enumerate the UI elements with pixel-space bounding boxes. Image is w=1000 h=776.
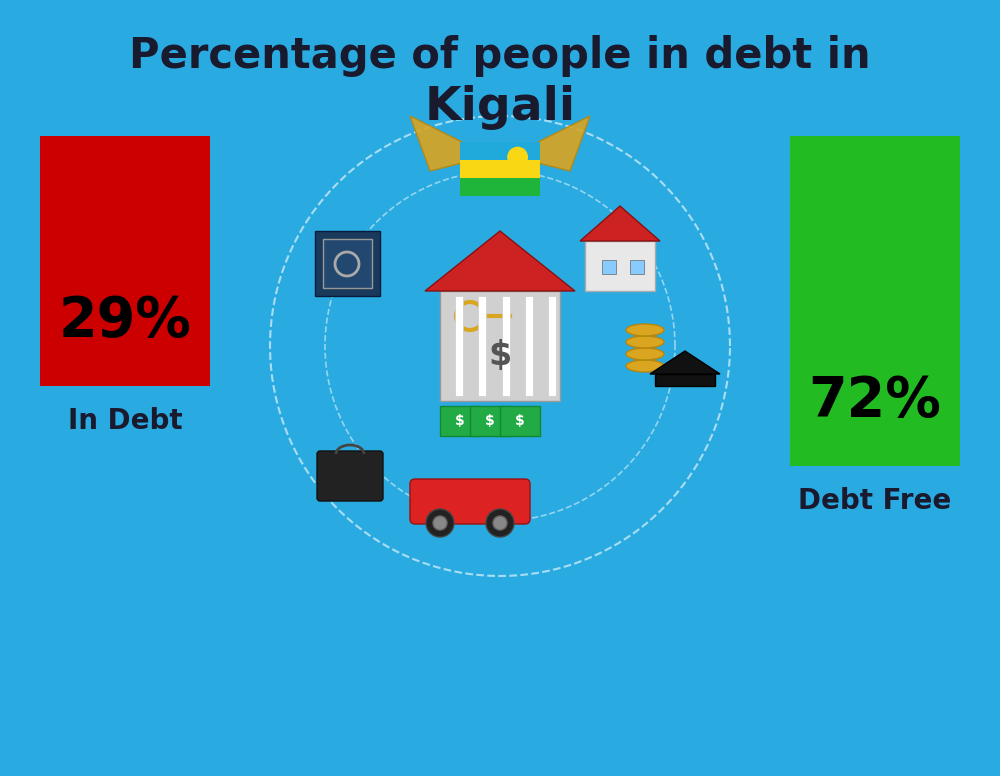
Ellipse shape — [626, 336, 664, 348]
Bar — [548, 296, 556, 396]
Circle shape — [433, 516, 447, 530]
Circle shape — [486, 509, 514, 537]
Bar — [323, 239, 372, 288]
Polygon shape — [425, 231, 575, 291]
Bar — [315, 231, 380, 296]
Ellipse shape — [626, 324, 664, 336]
Polygon shape — [580, 206, 660, 241]
Bar — [470, 406, 510, 436]
Circle shape — [426, 509, 454, 537]
Bar — [630, 260, 644, 274]
Text: 72%: 72% — [809, 374, 941, 428]
Bar — [502, 296, 510, 396]
FancyBboxPatch shape — [410, 479, 530, 524]
Bar — [790, 136, 960, 466]
Text: $: $ — [488, 340, 512, 372]
Text: Kigali: Kigali — [424, 85, 576, 130]
Polygon shape — [410, 116, 490, 171]
Bar — [655, 374, 715, 386]
Bar — [500, 406, 540, 436]
Bar — [478, 296, 486, 396]
Text: $: $ — [455, 414, 465, 428]
Bar — [440, 406, 480, 436]
Bar — [40, 136, 210, 386]
Bar — [585, 241, 655, 291]
Ellipse shape — [626, 360, 664, 372]
Text: In Debt: In Debt — [68, 407, 182, 435]
Text: $: $ — [485, 414, 495, 428]
Bar — [440, 291, 560, 401]
FancyBboxPatch shape — [317, 451, 383, 501]
Text: 29%: 29% — [59, 294, 191, 348]
Circle shape — [493, 516, 507, 530]
Bar — [460, 178, 540, 196]
Text: $: $ — [515, 414, 525, 428]
Text: Percentage of people in debt in: Percentage of people in debt in — [129, 35, 871, 77]
Bar — [455, 296, 463, 396]
Polygon shape — [510, 116, 590, 171]
Ellipse shape — [626, 348, 664, 360]
Bar — [460, 160, 540, 178]
Polygon shape — [650, 351, 720, 374]
Bar — [602, 260, 616, 274]
Circle shape — [508, 147, 527, 167]
Bar — [460, 142, 540, 160]
Bar — [525, 296, 533, 396]
Text: Debt Free: Debt Free — [798, 487, 952, 515]
